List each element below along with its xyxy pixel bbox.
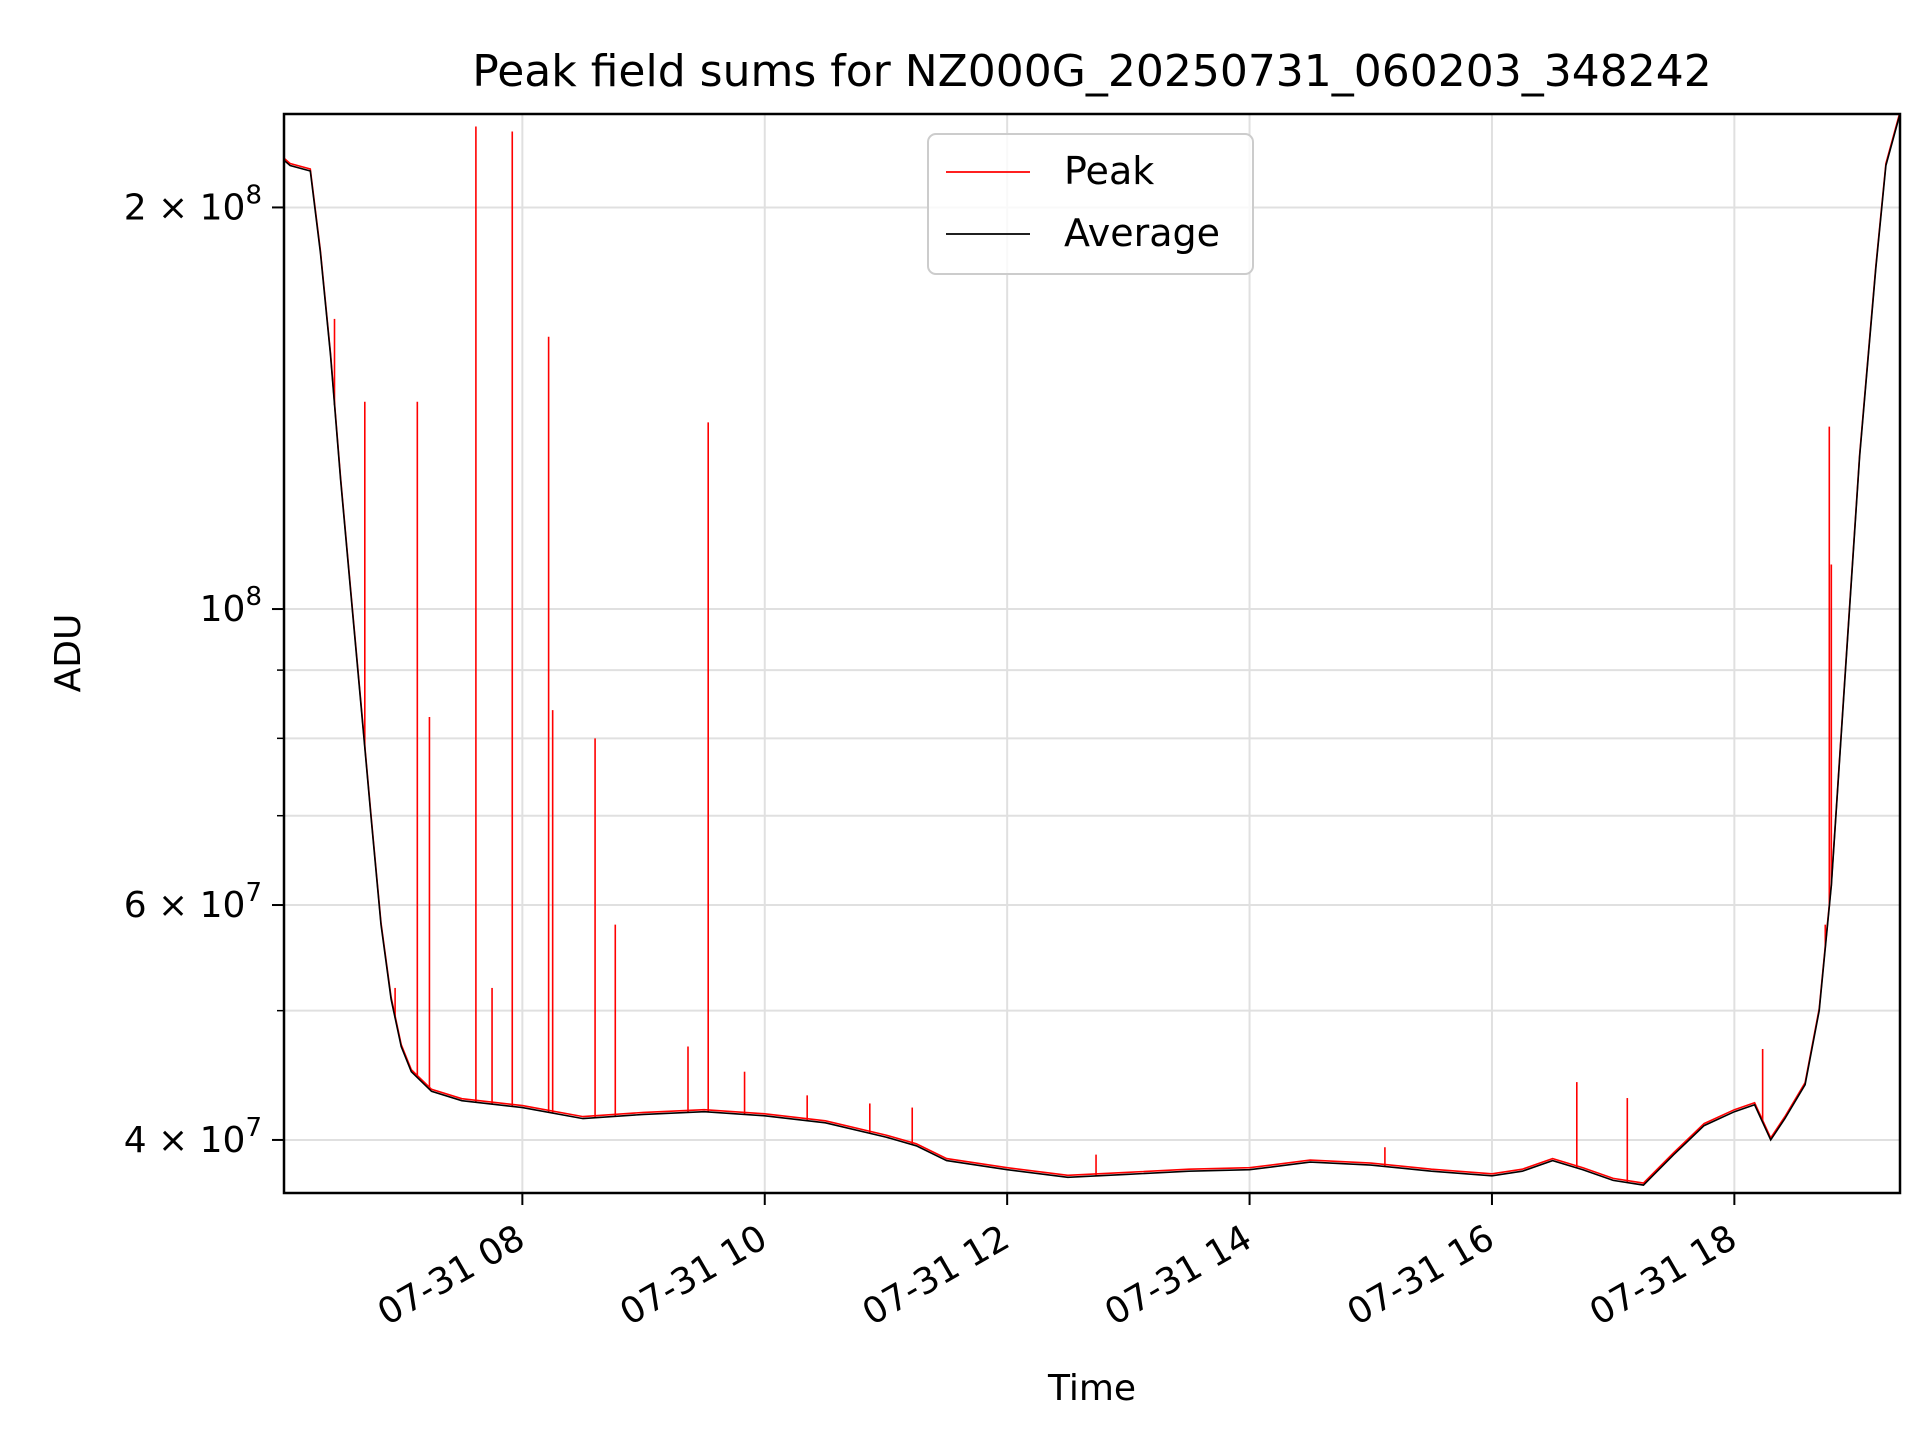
- legend-peak-label: Peak: [1064, 149, 1154, 193]
- average-series-line: [284, 114, 1900, 1186]
- y-tick-label: 6 × 107: [124, 878, 262, 926]
- y-axis-label: ADU: [48, 614, 89, 693]
- legend-box: [927, 133, 1254, 275]
- plot-area: [284, 114, 1900, 1186]
- series-group: [284, 114, 1900, 1186]
- y-tick-label: 108: [200, 582, 262, 630]
- y-tick-label: 2 × 108: [124, 180, 262, 228]
- y-tick-label: 4 × 107: [124, 1113, 262, 1161]
- axes-frame: [282, 112, 1902, 1195]
- x-axis-label: Time: [1047, 1368, 1136, 1409]
- legend: Peak Average: [927, 133, 1254, 275]
- legend-average-label: Average: [1064, 211, 1220, 255]
- chart-title: Peak field sums for NZ000G_20250731_0602…: [472, 46, 1711, 97]
